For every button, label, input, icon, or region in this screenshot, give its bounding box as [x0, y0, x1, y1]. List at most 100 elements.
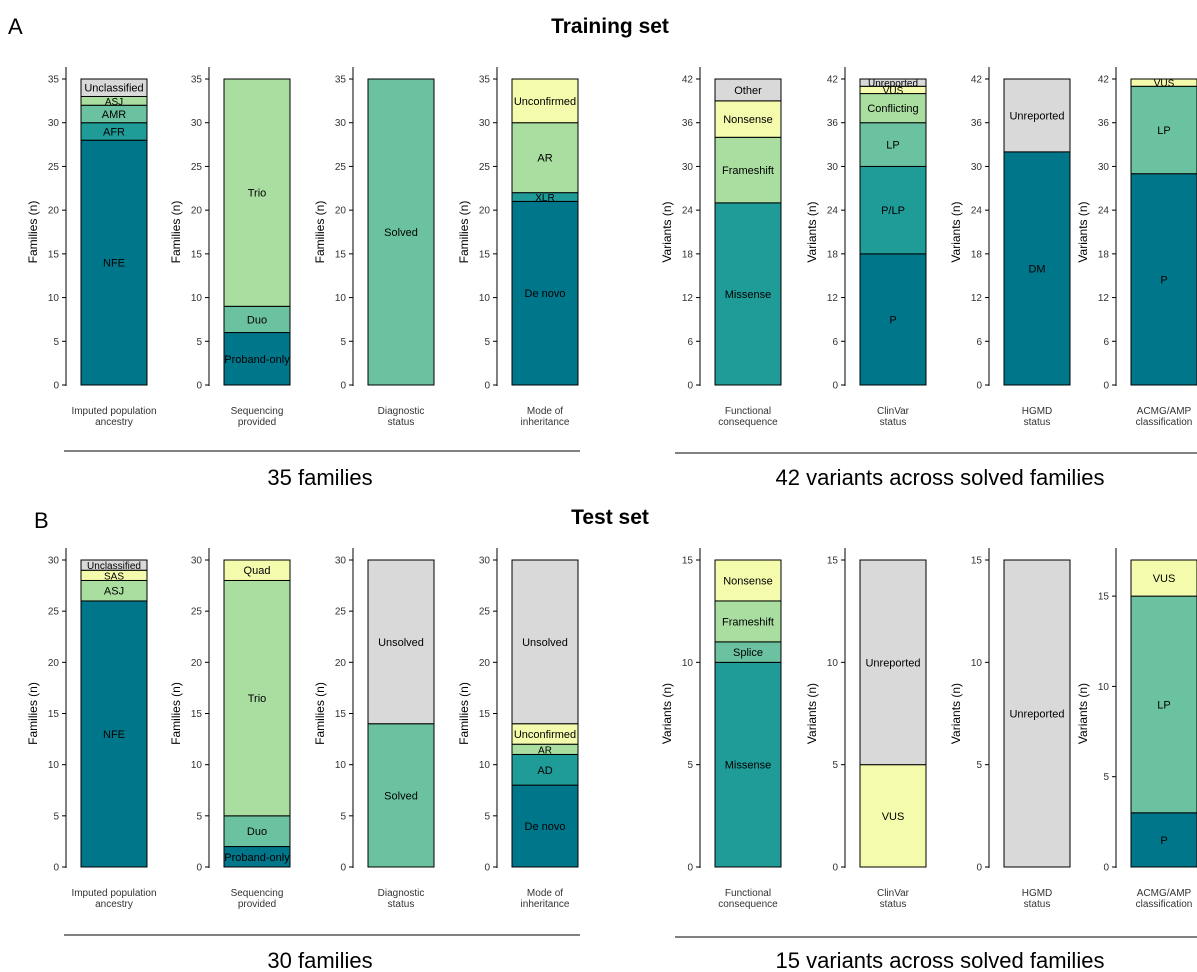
- y-tick-label: 12: [1098, 293, 1110, 304]
- y-tick-label: 20: [191, 206, 203, 217]
- y-tick-label: 0: [1103, 381, 1109, 392]
- y-tick-label: 10: [48, 293, 60, 304]
- y-tick-label: 5: [53, 337, 59, 348]
- y-axis-label: Variants (n): [805, 683, 819, 744]
- chart-a-3: 0 5 10 15 20 25 30 35 Families (n) Diagnosticstat…: [313, 67, 435, 428]
- bar-segment: [1003, 151, 1071, 386]
- segment-label: Unsolved: [378, 637, 424, 649]
- segment-label: XLR: [535, 193, 554, 204]
- y-tick-label: 24: [971, 206, 983, 217]
- panel-b-letter: B: [34, 508, 49, 533]
- y-axis-label: Variants (n): [805, 201, 819, 262]
- bar-segment: [511, 753, 579, 786]
- segment-label: De novo: [525, 288, 566, 300]
- bar-segment: [859, 78, 927, 87]
- x-axis-label: HGMD: [1022, 406, 1053, 417]
- y-tick-label: 0: [196, 381, 202, 392]
- y-tick-label: 18: [827, 249, 839, 260]
- x-axis-label: Mode of: [527, 406, 563, 417]
- y-tick-label: 18: [1098, 249, 1110, 260]
- x-axis-label: ACMG/AMP: [1137, 888, 1192, 899]
- panel-a-variants-group-label: 42 variants across solved families: [776, 465, 1105, 490]
- segment-label: De novo: [525, 821, 566, 833]
- bar-segment: [80, 559, 148, 571]
- y-tick-label: 5: [976, 760, 982, 771]
- y-tick-label: 6: [1103, 337, 1109, 348]
- y-axis-label: Families (n): [457, 682, 471, 745]
- chart-a-8: 0 6 12 18 24 30 36 42 Variants (n) ACMG/AMPclassi…: [1076, 67, 1197, 428]
- segment-label: SAS: [104, 571, 124, 582]
- bar-segment: [859, 165, 927, 255]
- segment-label: Unconfirmed: [514, 96, 576, 108]
- bar-segment: [714, 600, 782, 643]
- x-axis-label: status: [1024, 899, 1051, 910]
- bar-segment: [80, 600, 148, 868]
- segment-label: Quad: [244, 565, 271, 577]
- y-tick-label: 10: [827, 658, 839, 669]
- segment-label: ASJ: [105, 97, 123, 108]
- y-axis-label: Families (n): [457, 201, 471, 264]
- bar-segment: [1003, 559, 1071, 868]
- segment-label: VUS: [1153, 573, 1176, 585]
- y-tick-label: 10: [48, 760, 60, 771]
- bar-segment: [223, 559, 291, 581]
- y-tick-label: 25: [48, 607, 60, 618]
- y-tick-label: 0: [976, 381, 982, 392]
- bar-segment: [859, 559, 927, 766]
- y-tick-label: 25: [191, 162, 203, 173]
- x-axis-label: Imputed population: [71, 406, 156, 417]
- y-tick-label: 15: [682, 556, 694, 567]
- y-tick-label: 30: [191, 556, 203, 567]
- x-axis-label: provided: [238, 417, 276, 428]
- x-axis-label: status: [880, 417, 907, 428]
- y-axis-label: Variants (n): [1076, 201, 1090, 262]
- y-tick-label: 30: [335, 556, 347, 567]
- y-tick-label: 10: [191, 760, 203, 771]
- x-axis-label: Functional: [725, 406, 771, 417]
- bar-segment: [367, 559, 435, 725]
- chart-a-2: 0 5 10 15 20 25 30 35 Families (n) Sequencingprov…: [169, 67, 291, 428]
- y-tick-label: 20: [48, 206, 60, 217]
- bar-segment: [714, 559, 782, 602]
- panel-b-title: Test set: [571, 506, 649, 529]
- x-axis-label: inheritance: [521, 417, 570, 428]
- y-tick-label: 15: [827, 556, 839, 567]
- x-axis-label: classification: [1136, 899, 1193, 910]
- x-axis-label: consequence: [718, 899, 778, 910]
- segment-label: AR: [538, 745, 552, 756]
- y-axis-label: Variants (n): [1076, 683, 1090, 744]
- y-tick-label: 0: [832, 381, 838, 392]
- segment-label: Duo: [247, 314, 267, 326]
- y-tick-label: 20: [191, 658, 203, 669]
- segment-label: Missense: [725, 760, 771, 772]
- y-axis-label: Families (n): [313, 201, 327, 264]
- y-axis-label: Families (n): [313, 682, 327, 745]
- segment-label: Other: [734, 85, 762, 97]
- x-axis-label: Imputed population: [71, 888, 156, 899]
- bar-segment: [1130, 559, 1197, 597]
- segment-label: LP: [1157, 699, 1170, 711]
- segment-label: DM: [1028, 263, 1045, 275]
- chart-a-5: 0 6 12 18 24 30 36 42 Variants (n) Functionalcons…: [660, 67, 782, 428]
- y-tick-label: 30: [191, 118, 203, 129]
- y-tick-label: 0: [196, 863, 202, 874]
- y-axis-label: Variants (n): [660, 683, 674, 744]
- y-tick-label: 0: [53, 381, 59, 392]
- x-axis-label: ClinVar: [877, 888, 910, 899]
- y-tick-label: 0: [832, 863, 838, 874]
- segment-label: P: [1160, 835, 1167, 847]
- y-tick-label: 30: [48, 556, 60, 567]
- y-tick-label: 18: [682, 249, 694, 260]
- bar-segment: [1003, 78, 1071, 153]
- y-tick-label: 30: [682, 162, 694, 173]
- y-tick-label: 5: [196, 337, 202, 348]
- y-tick-label: 12: [827, 293, 839, 304]
- bar-segment: [367, 723, 435, 868]
- y-tick-label: 5: [484, 337, 490, 348]
- bar-segment: [511, 78, 579, 124]
- y-tick-label: 10: [682, 658, 694, 669]
- y-tick-label: 10: [971, 658, 983, 669]
- y-tick-label: 36: [827, 118, 839, 129]
